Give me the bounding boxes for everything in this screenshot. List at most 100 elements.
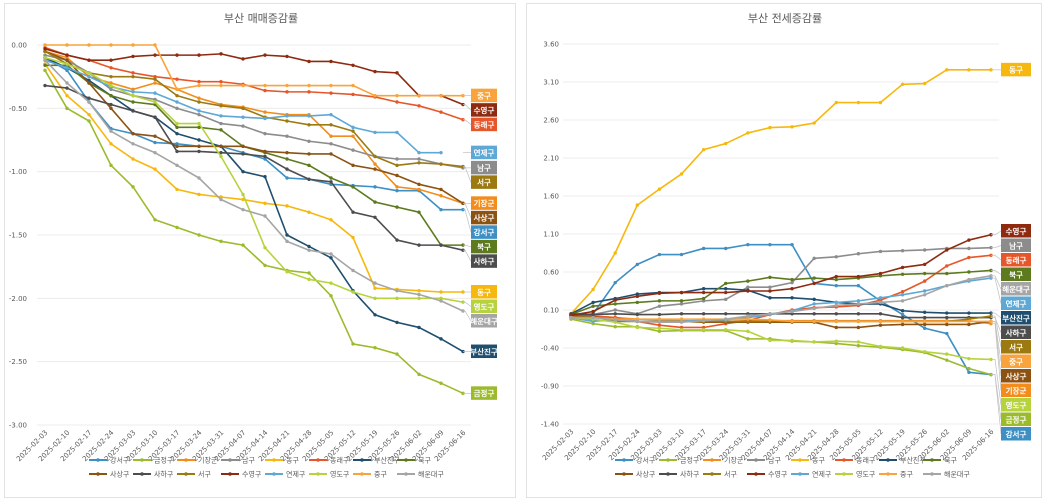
end-label-leader: [463, 202, 472, 218]
data-point: [591, 309, 595, 314]
data-point: [351, 83, 355, 88]
data-point: [329, 134, 333, 138]
end-label-box: [1001, 62, 1031, 77]
data-point: [790, 287, 794, 291]
y-tick-label: -0.40: [541, 345, 559, 353]
data-point: [197, 176, 201, 180]
series-line-수영구: [44, 48, 464, 106]
data-point: [945, 68, 949, 72]
data-point: [109, 74, 113, 79]
data-point: [746, 242, 750, 247]
data-point: [746, 285, 750, 289]
data-point: [395, 238, 399, 242]
data-point: [989, 311, 993, 315]
data-point: [856, 344, 861, 348]
data-point: [131, 54, 135, 59]
series-line-남구: [570, 246, 992, 317]
data-point: [834, 319, 838, 324]
data-point: [989, 357, 993, 362]
data-point: [197, 138, 201, 142]
end-label-box: [471, 254, 497, 268]
data-point: [812, 319, 816, 324]
data-point: [373, 69, 377, 74]
data-point: [219, 144, 223, 149]
end-label-box: [471, 175, 497, 189]
data-point: [701, 147, 706, 152]
data-point: [439, 243, 443, 247]
data-point: [307, 139, 311, 143]
data-point: [746, 337, 750, 341]
data-point: [967, 68, 971, 72]
data-point: [175, 131, 179, 136]
data-point: [701, 312, 706, 316]
data-point: [635, 294, 640, 299]
data-point: [657, 320, 662, 324]
data-point: [657, 317, 662, 321]
legend-item-수영구: 수영구: [768, 470, 788, 479]
end-label-연제구: 연제구: [474, 147, 495, 157]
legend-marker: [886, 472, 890, 476]
data-point: [87, 81, 91, 85]
data-point: [43, 53, 47, 57]
data-point: [153, 150, 157, 155]
data-point: [945, 271, 949, 276]
end-label-box: [1001, 354, 1031, 368]
data-point: [945, 319, 949, 324]
data-point: [878, 296, 883, 300]
data-point: [746, 329, 750, 333]
data-point: [109, 58, 113, 62]
data-point: [922, 315, 927, 320]
data-point: [989, 68, 993, 72]
data-point: [417, 182, 421, 187]
data-point: [900, 290, 905, 294]
data-point: [263, 154, 267, 159]
data-point: [329, 218, 333, 222]
data-point: [395, 100, 399, 104]
data-point: [724, 290, 728, 295]
end-label-box: [1001, 224, 1031, 238]
data-point: [878, 312, 883, 316]
end-label-leader: [991, 323, 1002, 391]
data-point: [724, 312, 728, 316]
data-point: [878, 319, 883, 324]
data-point: [373, 167, 377, 171]
data-point: [878, 344, 883, 349]
data-point: [285, 150, 289, 155]
end-label-box: [471, 239, 497, 254]
data-point: [351, 129, 355, 133]
data-point: [878, 100, 883, 105]
data-point: [679, 299, 684, 303]
data-point: [87, 74, 91, 79]
legend-item-해운대구: 해운대구: [418, 470, 444, 479]
data-point: [329, 83, 333, 88]
end-label-연제구: 연제구: [1006, 298, 1027, 308]
end-label-box: [1001, 311, 1031, 325]
data-point: [812, 312, 816, 316]
data-point: [989, 253, 993, 257]
data-point: [219, 150, 223, 155]
data-point: [746, 314, 750, 318]
data-point: [922, 319, 927, 324]
data-point: [945, 248, 949, 252]
end-label-북구: 북구: [477, 242, 491, 252]
legend-marker: [622, 458, 626, 462]
legend-marker: [96, 458, 100, 462]
data-point: [613, 302, 617, 306]
data-point: [395, 320, 399, 325]
data-point: [329, 142, 333, 146]
data-point: [724, 281, 728, 286]
y-tick-label: -2.00: [9, 295, 27, 303]
data-point: [153, 140, 157, 145]
data-point: [613, 325, 617, 329]
legend-marker: [404, 458, 408, 462]
legend-marker: [184, 472, 188, 476]
data-point: [439, 299, 443, 303]
data-point: [922, 271, 927, 276]
legend-marker: [886, 458, 890, 462]
data-point: [856, 302, 861, 306]
data-point: [285, 233, 289, 237]
data-point: [856, 100, 861, 105]
data-point: [307, 210, 311, 214]
legend-item-강서구: 강서구: [110, 456, 130, 465]
data-point: [834, 255, 838, 259]
